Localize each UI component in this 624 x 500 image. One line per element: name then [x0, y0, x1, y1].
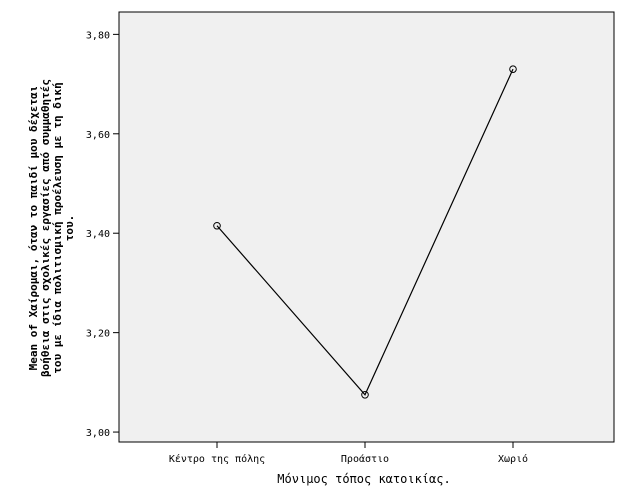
y-tick-label: 3,80 — [86, 30, 110, 41]
x-tick-label: Κέντρο της πόλης — [169, 453, 265, 465]
x-tick-label: Χωριό — [498, 453, 528, 465]
series-layer — [213, 65, 517, 399]
data-point-marker — [509, 65, 517, 73]
y-tick-label: 3,60 — [86, 130, 110, 141]
data-point-marker — [213, 221, 221, 230]
y-tick-label: 3,20 — [86, 329, 110, 340]
y-axis-title: Mean of Χαίρομαι, όταν το παιδί μου δέχε… — [27, 79, 76, 377]
data-point-marker — [361, 390, 369, 399]
x-axis: Κέντρο της πόλης Προάστιο Χωριό — [169, 442, 528, 465]
series-line — [216, 68, 514, 396]
x-tick-label: Προάστιο — [341, 453, 389, 465]
y-axis-title-line-3: του με ίδια πολιτισμική προέλευση με τη … — [51, 82, 64, 373]
y-tick-label: 3,00 — [86, 428, 110, 439]
y-axis: 3,00 3,20 3,40 3,60 3,80 — [86, 30, 119, 439]
y-axis-title-line-2: βοήθεια στις σχολικές εργασίες από συμμα… — [39, 79, 52, 377]
y-tick-label: 3,40 — [86, 229, 110, 240]
plot-area — [118, 11, 615, 443]
x-axis-title: Μόνιμος τόπος κατοικίας. — [277, 472, 450, 486]
y-axis-title-line-4: του. — [63, 215, 76, 242]
y-axis-title-line-1: Mean of Χαίρομαι, όταν το παιδί μου δέχε… — [27, 86, 40, 371]
